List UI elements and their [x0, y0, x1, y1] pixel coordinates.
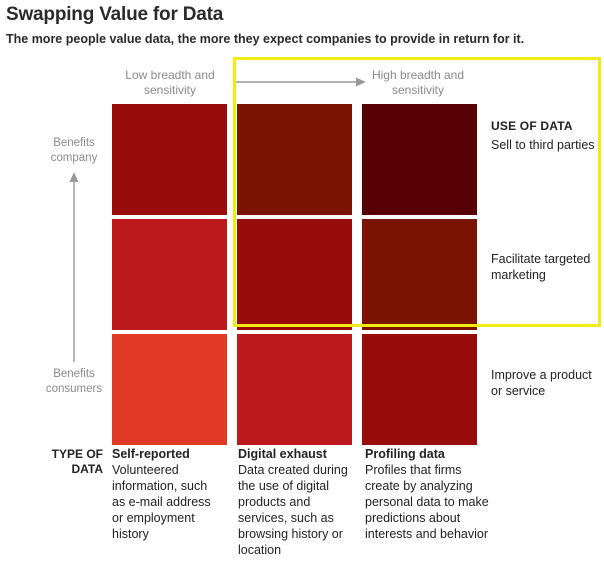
use-of-data-row-1: Sell to third parties: [491, 138, 595, 152]
grid-cell-r3-c3: [362, 334, 477, 445]
benefit-arrow-icon: [69, 172, 79, 362]
grid-cell-r1-c2: [237, 104, 352, 215]
highlight-box: [233, 57, 601, 327]
y-axis-label-bottom: Benefits consumers: [45, 368, 103, 395]
y-axis-label-top: Benefits company: [50, 137, 98, 164]
type-title-digital-exhaust: Digital exhaust: [238, 447, 327, 461]
use-of-data-heading: USE OF DATA: [491, 119, 573, 133]
type-title-self-reported: Self-reported: [112, 447, 190, 461]
use-of-data-row-2: Facilitate targeted marketing: [491, 252, 591, 282]
type-desc-profiling-data: Profiles that firms create by analyzing …: [365, 463, 489, 541]
column-header-low: Low breadth and sensitivity: [125, 68, 215, 97]
grid-cell-r1-c1: [112, 104, 227, 215]
type-desc-digital-exhaust: Data created during the use of digital p…: [238, 463, 348, 557]
column-header-high: High breadth and sensitivity: [371, 68, 465, 97]
page-title: Swapping Value for Data: [6, 4, 224, 25]
grid-cell-r2-c2: [237, 219, 352, 330]
grid-cell-r2-c1: [112, 219, 227, 330]
grid-cell-r3-c2: [237, 334, 352, 445]
use-of-data-row-3: Improve a product or service: [491, 368, 592, 398]
type-desc-self-reported: Volunteered information, such as e-mail …: [112, 463, 211, 541]
page-subtitle: The more people value data, the more the…: [6, 32, 525, 46]
grid-cell-r3-c1: [112, 334, 227, 445]
type-title-profiling-data: Profiling data: [365, 447, 445, 461]
type-of-data-heading: TYPE OF DATA: [51, 447, 103, 476]
grid-cell-r1-c3: [362, 104, 477, 215]
grid-cell-r2-c3: [362, 219, 477, 330]
breadth-arrow-icon: [236, 77, 366, 87]
